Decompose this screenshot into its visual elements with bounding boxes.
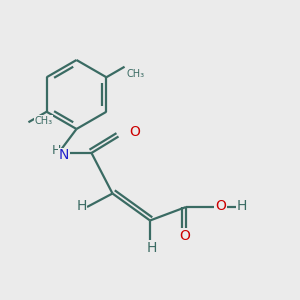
Text: H: H [76,200,87,213]
Text: O: O [130,125,140,139]
Text: O: O [179,229,190,242]
Text: CH₃: CH₃ [127,69,145,79]
Text: H: H [51,143,61,157]
Text: H: H [146,241,157,254]
Text: H: H [236,200,247,213]
Text: O: O [215,200,226,213]
Text: N: N [59,148,69,162]
Text: CH₃: CH₃ [34,116,52,126]
